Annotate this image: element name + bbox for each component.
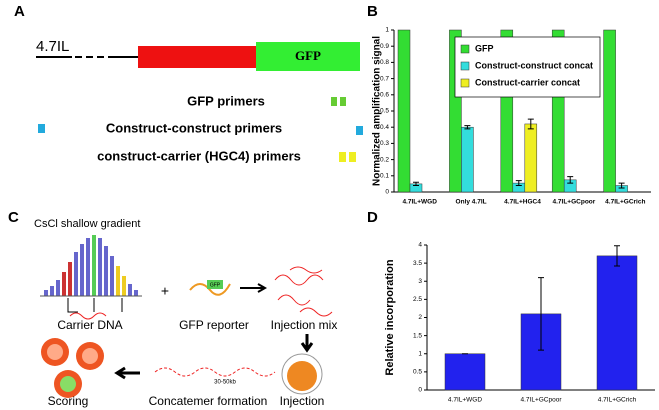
legend-label: Construct-construct concat xyxy=(475,60,593,70)
y-tick-label: 0.1 xyxy=(380,173,389,180)
legend-swatch xyxy=(460,78,470,88)
label: 30-50kb xyxy=(214,380,236,386)
y-tick-label: 4 xyxy=(418,242,422,249)
legend-swatch xyxy=(460,61,470,71)
concatemer xyxy=(154,367,276,377)
panel-letter: B xyxy=(367,3,378,20)
x-tick-label: 4.7IL+WGD xyxy=(402,199,437,206)
label: Injection mix xyxy=(271,318,338,332)
arrow xyxy=(240,283,268,293)
error-bar xyxy=(618,182,625,189)
injection-mix xyxy=(274,266,333,317)
label: Injection xyxy=(280,394,325,408)
error-bar xyxy=(538,277,544,351)
primer-label: GFP primers xyxy=(187,93,265,108)
x-tick-label: 4.7IL+WGD xyxy=(448,397,482,404)
label: CsCl shallow gradient xyxy=(34,218,140,230)
arrow xyxy=(114,366,140,380)
legend-label: GFP xyxy=(475,43,494,53)
y-tick-label: 1 xyxy=(385,27,389,34)
gfp-label: GFP xyxy=(295,48,321,63)
promoter-box xyxy=(138,46,256,68)
x-tick-label: 4.7IL+GCrich xyxy=(605,199,645,206)
y-tick-label: 0.2 xyxy=(380,156,389,163)
y-tick-label: 0.6 xyxy=(380,92,389,99)
error-bar xyxy=(614,245,620,267)
error-bar xyxy=(527,118,534,130)
y-tick-label: 0 xyxy=(418,387,422,394)
reporter xyxy=(189,283,231,296)
label: Carrier DNA xyxy=(57,318,122,332)
x-tick-label: 4.7IL+GCrich xyxy=(598,397,637,404)
embryo xyxy=(287,361,317,391)
legend-label: Construct-carrier concat xyxy=(475,77,580,87)
error-bar xyxy=(515,180,522,187)
bar xyxy=(596,255,638,391)
panel-letter: D xyxy=(367,209,378,226)
primer xyxy=(38,124,45,133)
primer-label: Construct-construct primers xyxy=(106,120,282,135)
bar xyxy=(524,123,538,193)
y-tick-label: 3.5 xyxy=(413,260,422,267)
bar xyxy=(444,353,486,391)
gradient-histogram xyxy=(40,235,142,320)
label: GFP reporter xyxy=(179,318,249,332)
label: Scoring xyxy=(48,394,89,408)
y-tick-label: 2 xyxy=(418,314,422,321)
gfp-label: GFP xyxy=(210,282,221,288)
y-tick-label: 0.5 xyxy=(380,108,389,115)
y-tick-label: 0.7 xyxy=(380,75,389,82)
scoring-embryos xyxy=(41,338,104,398)
y-tick-label: 3 xyxy=(418,278,422,285)
error-bar xyxy=(567,176,574,184)
y-tick-label: 1 xyxy=(418,350,422,357)
panel-letter: A xyxy=(14,3,25,20)
panel-letter: C xyxy=(8,209,19,226)
bar xyxy=(397,29,411,193)
x-tick-label: Only 4.7IL xyxy=(456,199,487,206)
primer xyxy=(340,97,346,106)
construct-name: 4.7IL xyxy=(36,38,69,55)
gfp-box xyxy=(256,42,360,71)
primer xyxy=(339,152,346,162)
y-tick-label: 0.9 xyxy=(380,43,389,50)
y-tick-label: 0.3 xyxy=(380,140,389,147)
error-bar xyxy=(464,125,471,130)
error-bar xyxy=(413,181,419,187)
plus: + xyxy=(161,283,169,299)
primer xyxy=(356,126,363,135)
x-tick-label: 4.7IL+GCpoor xyxy=(552,199,595,206)
x-tick-label: 4.7IL+GCpoor xyxy=(520,397,562,404)
bar xyxy=(603,29,616,193)
x-tick-label: 4.7IL+HGC4 xyxy=(504,199,541,206)
primer xyxy=(331,97,337,106)
y-axis-label: Relative incorporation xyxy=(384,259,396,375)
y-tick-label: 1.5 xyxy=(413,332,422,339)
bar xyxy=(461,126,474,193)
y-tick-label: 0.5 xyxy=(413,369,422,376)
y-tick-label: 0.8 xyxy=(380,59,389,66)
legend-box xyxy=(454,36,601,98)
legend-swatch xyxy=(460,44,470,54)
arrow xyxy=(300,334,314,353)
y-tick-label: 0.4 xyxy=(380,124,389,131)
label: Concatemer formation xyxy=(149,394,268,408)
gfp-box xyxy=(207,280,223,289)
primer xyxy=(349,152,356,162)
y-tick-label: 2.5 xyxy=(413,296,422,303)
primer-label: construct-carrier (HGC4) primers xyxy=(97,148,301,163)
y-tick-label: 0 xyxy=(385,189,389,196)
y-axis-label: Normalized amplification signal xyxy=(372,36,383,186)
